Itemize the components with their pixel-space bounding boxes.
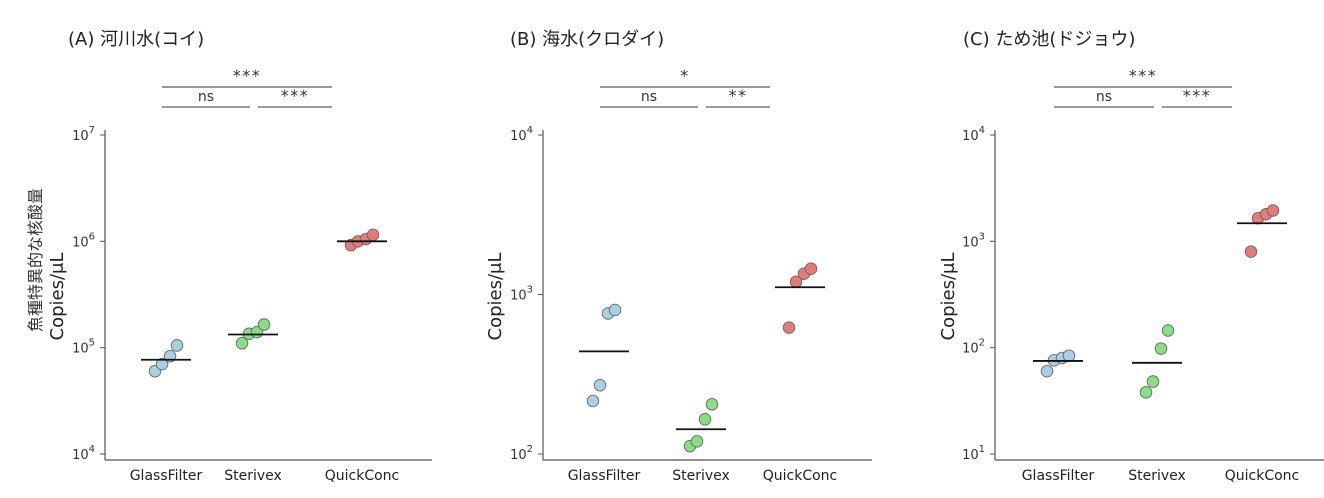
significance-label: *** bbox=[281, 86, 310, 105]
x-tick-label: GlassFilter bbox=[1022, 468, 1095, 484]
y-tick-label: 103 bbox=[962, 231, 985, 250]
data-point bbox=[1146, 375, 1160, 388]
data-point bbox=[1266, 204, 1280, 217]
y-tick-label: 105 bbox=[72, 338, 95, 357]
y-tick-label: 107 bbox=[72, 125, 95, 144]
x-tick-label: QuickConc bbox=[763, 468, 838, 484]
x-tick-label: Sterivex bbox=[672, 468, 730, 484]
panel-title: (C) ため池(ドジョウ) bbox=[963, 29, 1135, 50]
data-point bbox=[705, 398, 719, 411]
panel-a: (A) 河川水(コイ) Copies/μL 104 105 106 107 GlassFil… bbox=[47, 29, 432, 484]
panel-c: (C) ため池(ドジョウ) Copies/μL 101 102 103 104 GlassF… bbox=[938, 29, 1324, 484]
data-point bbox=[235, 337, 249, 350]
y-tick-label: 104 bbox=[72, 444, 95, 463]
data-point bbox=[1040, 365, 1054, 378]
data-point bbox=[155, 357, 169, 371]
data-point bbox=[1154, 342, 1168, 355]
panel-title: (B) 海水(クロダイ) bbox=[510, 29, 664, 50]
data-point bbox=[608, 303, 622, 317]
significance-label: *** bbox=[233, 66, 262, 85]
significance-label: ns bbox=[198, 89, 214, 105]
y-tick-label: 106 bbox=[72, 231, 95, 250]
y-tick-label: 101 bbox=[962, 444, 985, 463]
data-point bbox=[593, 378, 607, 392]
significance-label: ns bbox=[641, 89, 657, 105]
data-point bbox=[804, 262, 818, 276]
data-point bbox=[1062, 349, 1076, 362]
x-tick-label: GlassFilter bbox=[568, 468, 641, 484]
data-point bbox=[1244, 245, 1258, 258]
y-axis-label: Copies/μL bbox=[47, 252, 68, 340]
data-point bbox=[782, 321, 796, 334]
y-tick-label: 104 bbox=[962, 125, 985, 144]
significance-label: *** bbox=[1183, 86, 1212, 105]
data-point bbox=[698, 413, 712, 426]
y-tick-label: 102 bbox=[510, 444, 533, 463]
panel-title: (A) 河川水(コイ) bbox=[68, 29, 204, 50]
significance-label: ** bbox=[729, 86, 748, 105]
data-point bbox=[366, 228, 380, 242]
data-point bbox=[170, 339, 184, 352]
x-tick-label: QuickConc bbox=[325, 468, 400, 484]
data-point bbox=[1161, 324, 1175, 337]
significance-label: * bbox=[680, 66, 690, 85]
data-point bbox=[257, 318, 271, 331]
y-tick-label: 102 bbox=[962, 338, 985, 357]
panel-b: (B) 海水(クロダイ) Copies/μL 102 103 104 GlassFilte… bbox=[485, 29, 872, 484]
x-tick-label: QuickConc bbox=[1225, 468, 1300, 484]
significance-label: ns bbox=[1096, 89, 1112, 105]
data-point bbox=[1139, 386, 1153, 399]
x-tick-label: Sterivex bbox=[1128, 468, 1186, 484]
y-axis-label: Copies/μL bbox=[485, 252, 506, 340]
data-point bbox=[586, 394, 600, 408]
significance-label: *** bbox=[1129, 66, 1158, 85]
x-tick-label: Sterivex bbox=[224, 468, 282, 484]
data-point bbox=[690, 435, 704, 448]
x-tick-label: GlassFilter bbox=[130, 468, 203, 484]
y-tick-label: 104 bbox=[510, 125, 533, 144]
y-tick-label: 103 bbox=[510, 285, 533, 304]
y-axis-label: Copies/μL bbox=[938, 252, 959, 340]
